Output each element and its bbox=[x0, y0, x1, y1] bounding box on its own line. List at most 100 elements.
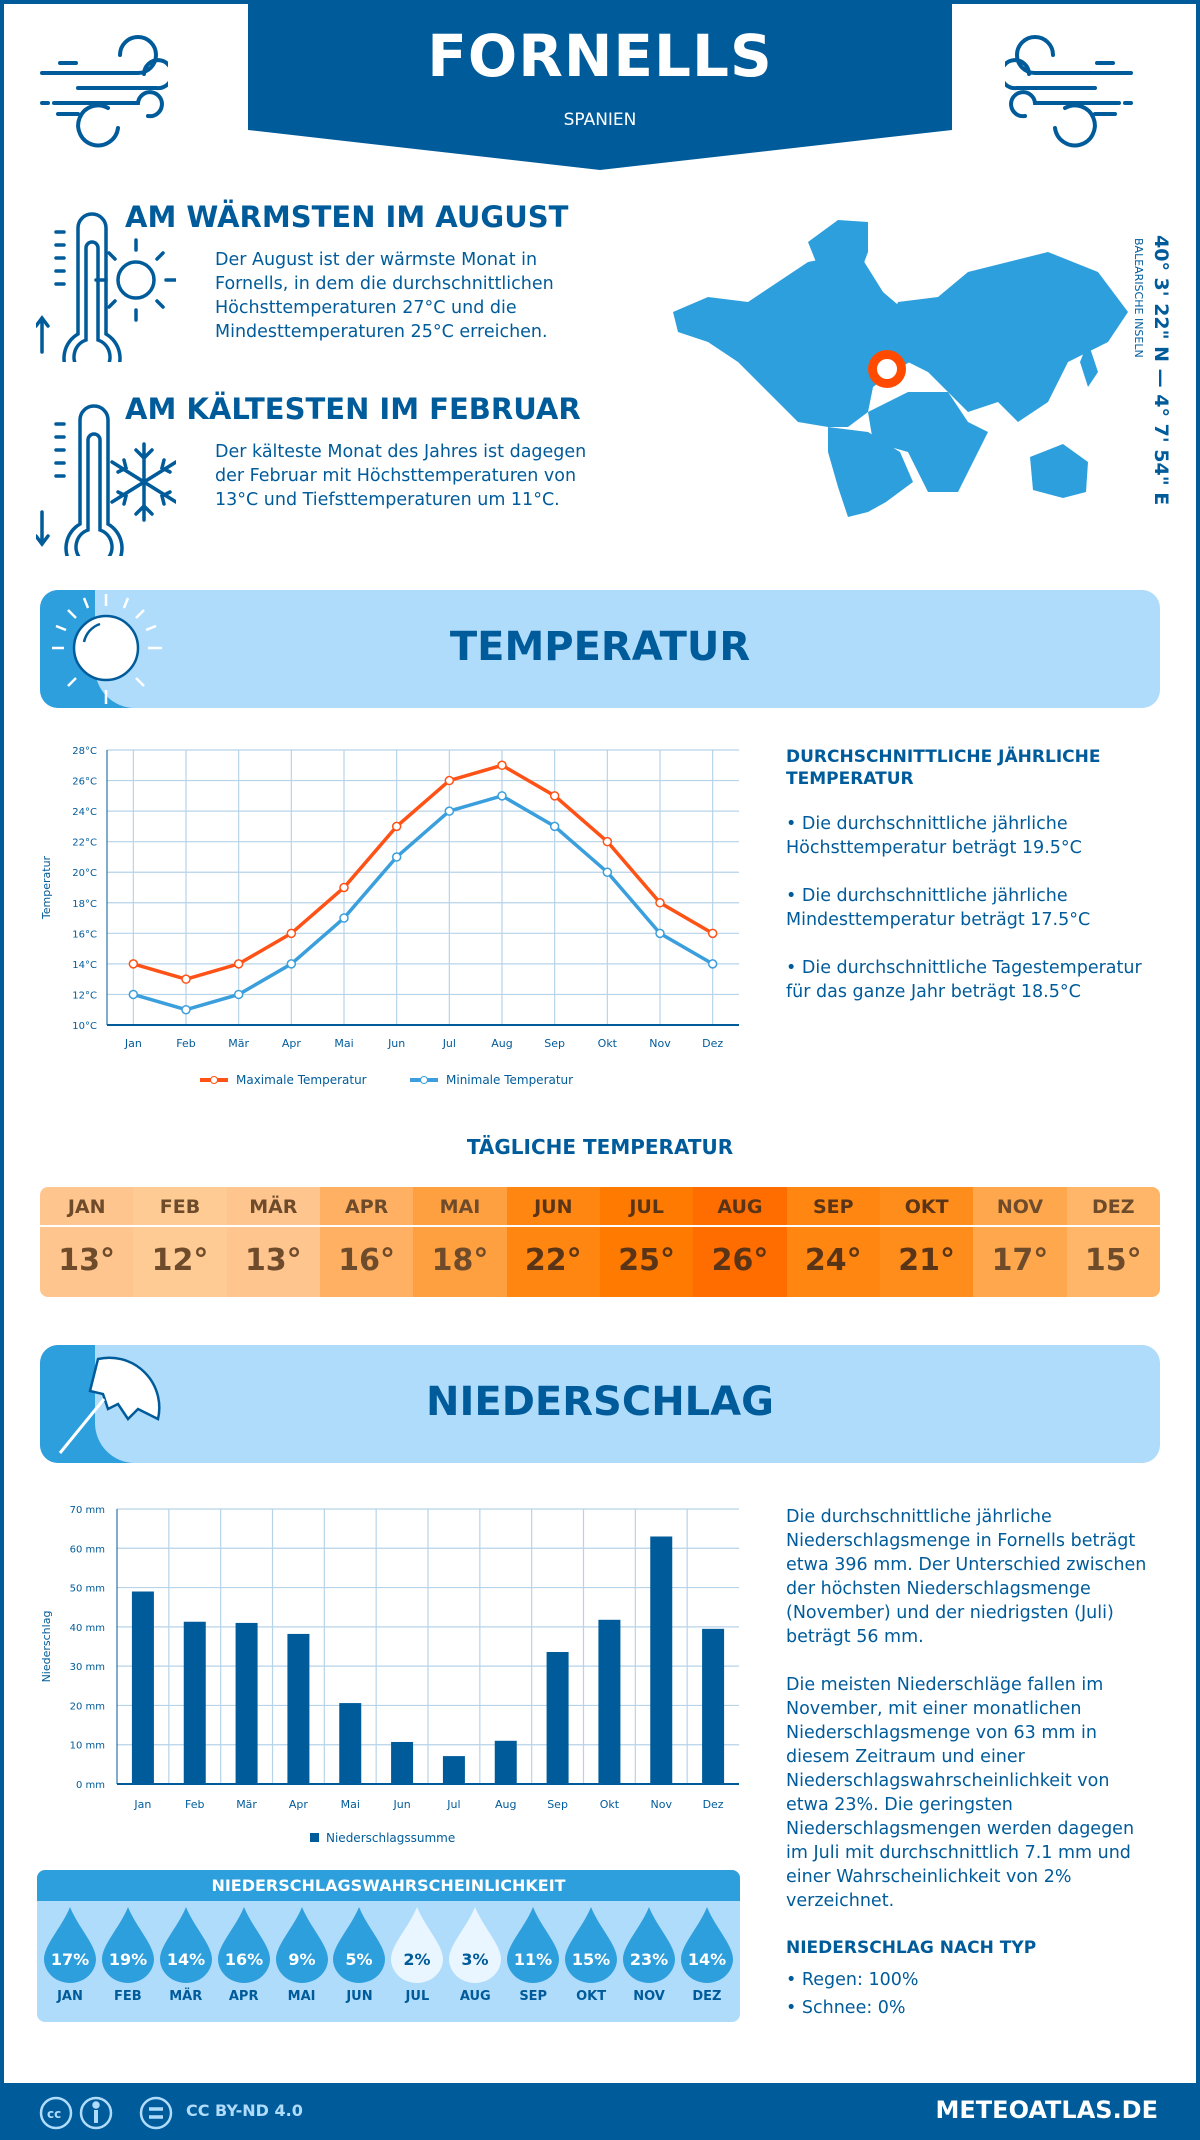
thermometer-warm-icon bbox=[36, 212, 176, 362]
raindrop-icon: 2% bbox=[391, 1907, 444, 1983]
precip-probability-title: NIEDERSCHLAGSWAHRSCHEINLICHKEIT bbox=[37, 1870, 740, 1901]
probability-value: 9% bbox=[288, 1950, 315, 1969]
license-link[interactable]: CC BY-ND 4.0 bbox=[186, 2101, 303, 2120]
y-tick-label: 70 mm bbox=[70, 1505, 105, 1516]
month-label: FEB bbox=[133, 1187, 227, 1227]
temp-value: 16° bbox=[338, 1243, 396, 1278]
daily-temp-dez: DEZ 15° bbox=[1066, 1187, 1160, 1297]
probability-value: 3% bbox=[462, 1950, 489, 1969]
y-tick-label: 50 mm bbox=[70, 1584, 105, 1595]
data-point bbox=[707, 928, 718, 939]
x-tick-label: Jun bbox=[387, 1037, 405, 1050]
x-tick-label: Okt bbox=[598, 1037, 618, 1050]
data-point bbox=[497, 791, 507, 801]
cc-license-icons: cc bbox=[39, 2096, 113, 2130]
x-tick-label: Jan bbox=[124, 1037, 142, 1050]
legend-marker bbox=[210, 1076, 218, 1084]
page-title: FORNELLS bbox=[427, 22, 773, 90]
legend-label: Maximale Temperatur bbox=[236, 1073, 367, 1087]
raindrop-icon: 5% bbox=[333, 1907, 386, 1983]
warmest-text: Der August ist der wärmste Monat in Forn… bbox=[215, 250, 554, 342]
location-marker bbox=[868, 350, 906, 388]
month-label: SEP bbox=[519, 1989, 548, 2004]
month-label: MÄR bbox=[169, 1989, 203, 2004]
daily-temp-mai: MAI 18° bbox=[413, 1187, 507, 1297]
sun-icon bbox=[52, 594, 162, 704]
month-label: JUN bbox=[506, 1187, 600, 1227]
precip-bar bbox=[494, 1740, 517, 1784]
data-point bbox=[233, 989, 244, 1000]
data-point bbox=[602, 867, 613, 877]
data-point bbox=[391, 821, 402, 832]
y-tick-label: 22°C bbox=[72, 838, 97, 849]
south-america bbox=[828, 427, 913, 517]
month-label: NOV bbox=[633, 1989, 665, 2004]
data-point bbox=[444, 806, 455, 816]
temp-value: 21° bbox=[898, 1243, 955, 1278]
raindrop-icon: 16% bbox=[217, 1907, 270, 1983]
daily-temp-apr: APR 16° bbox=[319, 1187, 414, 1297]
annual-temp-bullet: • Die durchschnittliche Tagestemperatur … bbox=[786, 958, 1142, 1002]
precip-detail-text: Die meisten Niederschläge fallen im Nove… bbox=[786, 1675, 1135, 1911]
x-tick-label: Apr bbox=[282, 1037, 302, 1050]
x-tick-label: Nov bbox=[649, 1037, 671, 1050]
daily-temp-sep: SEP 24° bbox=[786, 1187, 880, 1297]
month-label: DEZ bbox=[1066, 1187, 1160, 1227]
y-tick-label: 12°C bbox=[72, 990, 97, 1001]
month-label: AUG bbox=[459, 1989, 491, 2004]
probability-drop-aug: 3% AUG bbox=[447, 1901, 503, 2004]
temp-value: 25° bbox=[618, 1243, 675, 1278]
y-tick-label: 20 mm bbox=[70, 1701, 105, 1712]
y-tick-label: 20°C bbox=[72, 868, 97, 879]
africa bbox=[868, 392, 988, 492]
probability-value: 14% bbox=[688, 1950, 726, 1969]
data-point bbox=[497, 760, 507, 771]
annual-temp-bullet: • Die durchschnittliche jährliche Mindes… bbox=[786, 886, 1091, 930]
site-link[interactable]: METEOATLAS.DE bbox=[935, 2096, 1158, 2124]
month-label: MAI bbox=[413, 1187, 507, 1227]
probability-drop-mär: 14% MÄR bbox=[158, 1901, 214, 2004]
x-tick-label: Dez bbox=[703, 1798, 724, 1811]
precipitation-section-title: NIEDERSCHLAG bbox=[426, 1379, 774, 1425]
temperature-section-title: TEMPERATUR bbox=[449, 624, 751, 670]
australia bbox=[1030, 444, 1088, 498]
month-label: AUG bbox=[693, 1187, 787, 1227]
raindrop-icon: 14% bbox=[159, 1907, 212, 1983]
x-tick-label: Mär bbox=[228, 1037, 249, 1050]
month-label: JAN bbox=[57, 1989, 83, 2004]
data-point bbox=[128, 989, 139, 1000]
coldest-title: AM KÄLTESTEN IM FEBRUAR bbox=[125, 392, 581, 426]
precip-summary-text: Die durchschnittliche jährliche Niedersc… bbox=[786, 1507, 1147, 1647]
precip-bar bbox=[339, 1703, 362, 1784]
month-label: OKT bbox=[879, 1187, 974, 1227]
daily-temp-nov: NOV 17° bbox=[973, 1187, 1067, 1297]
temp-value: 15° bbox=[1084, 1243, 1142, 1278]
x-tick-label: Aug bbox=[491, 1037, 512, 1050]
y-tick-label: 16°C bbox=[72, 929, 97, 940]
precip-bar bbox=[391, 1741, 414, 1784]
y-tick-label: 40 mm bbox=[70, 1623, 105, 1634]
temperature-section-header: TEMPERATUR bbox=[40, 590, 1160, 708]
precip-bar bbox=[287, 1633, 310, 1784]
probability-drop-jan: 17% JAN bbox=[42, 1901, 98, 2004]
precip-type-snow: • Schnee: 0% bbox=[786, 1998, 906, 2018]
data-point bbox=[339, 913, 349, 923]
data-point bbox=[339, 882, 349, 893]
y-tick-label: 10 mm bbox=[70, 1741, 105, 1752]
wind-icon bbox=[40, 35, 168, 148]
x-tick-label: Apr bbox=[289, 1798, 309, 1811]
raindrop-icon: 19% bbox=[101, 1907, 154, 1983]
footer: cc CC BY-ND 4.0 METEOATLAS.DE bbox=[0, 2083, 1200, 2140]
precip-bar bbox=[650, 1536, 673, 1784]
month-label: MÄR bbox=[226, 1187, 320, 1227]
raindrop-icon: 23% bbox=[623, 1907, 676, 1983]
x-tick-label: Aug bbox=[495, 1798, 516, 1811]
temperature-chart: 10°C 12°C 14°C 16°C 18°C 20°C 22°C 24°C 26°C 28°C… bbox=[40, 746, 739, 1087]
precipitation-chart: 0 mm 10 mm 20 mm 30 mm 40 mm 50 mm 60 mm 70 mm J… bbox=[40, 1505, 739, 1845]
probability-drop-jun: 5% JUN bbox=[331, 1901, 387, 2004]
raindrop-icon: 9% bbox=[275, 1907, 328, 1983]
legend-label: Niederschlagssumme bbox=[326, 1831, 455, 1845]
probability-value: 23% bbox=[630, 1950, 668, 1969]
data-point bbox=[286, 959, 297, 969]
daily-temp-mär: MÄR 13° bbox=[226, 1187, 320, 1297]
